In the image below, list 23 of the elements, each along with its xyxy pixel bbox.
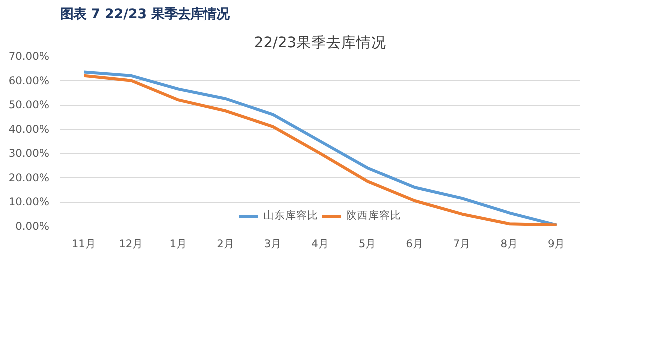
- y-tick-label: 70.00%: [8, 50, 50, 63]
- x-tick-label: 1月: [170, 238, 188, 250]
- x-tick-label: 5月: [358, 238, 377, 250]
- y-tick-label: 0.00%: [16, 220, 50, 233]
- y-tick-label: 50.00%: [8, 98, 50, 112]
- x-tick-label: 9月: [548, 238, 566, 250]
- chart-subtitle: 22/23果季去库情况: [254, 34, 387, 52]
- x-tick-label: 8月: [500, 238, 518, 250]
- x-tick-label: 3月: [264, 238, 282, 250]
- x-tick-label: 7月: [453, 238, 472, 250]
- x-tick-label: 12月: [119, 238, 144, 250]
- y-tick-label: 40.00%: [8, 122, 50, 136]
- y-tick-label: 20.00%: [8, 171, 50, 184]
- y-tick-label: 60.00%: [8, 74, 50, 88]
- legend-label: 山东库容比: [264, 209, 318, 223]
- x-tick-label: 11月: [72, 238, 96, 250]
- chart-title: 图表 7 22/23 果季去库情况: [60, 6, 231, 22]
- x-tick-label: 6月: [406, 238, 424, 250]
- y-tick-label: 30.00%: [8, 147, 50, 160]
- legend-label: 陕西库容比: [346, 209, 402, 223]
- x-tick-label: 4月: [312, 238, 330, 250]
- y-tick-label: 10.00%: [8, 196, 50, 209]
- x-tick-label: 2月: [217, 238, 235, 250]
